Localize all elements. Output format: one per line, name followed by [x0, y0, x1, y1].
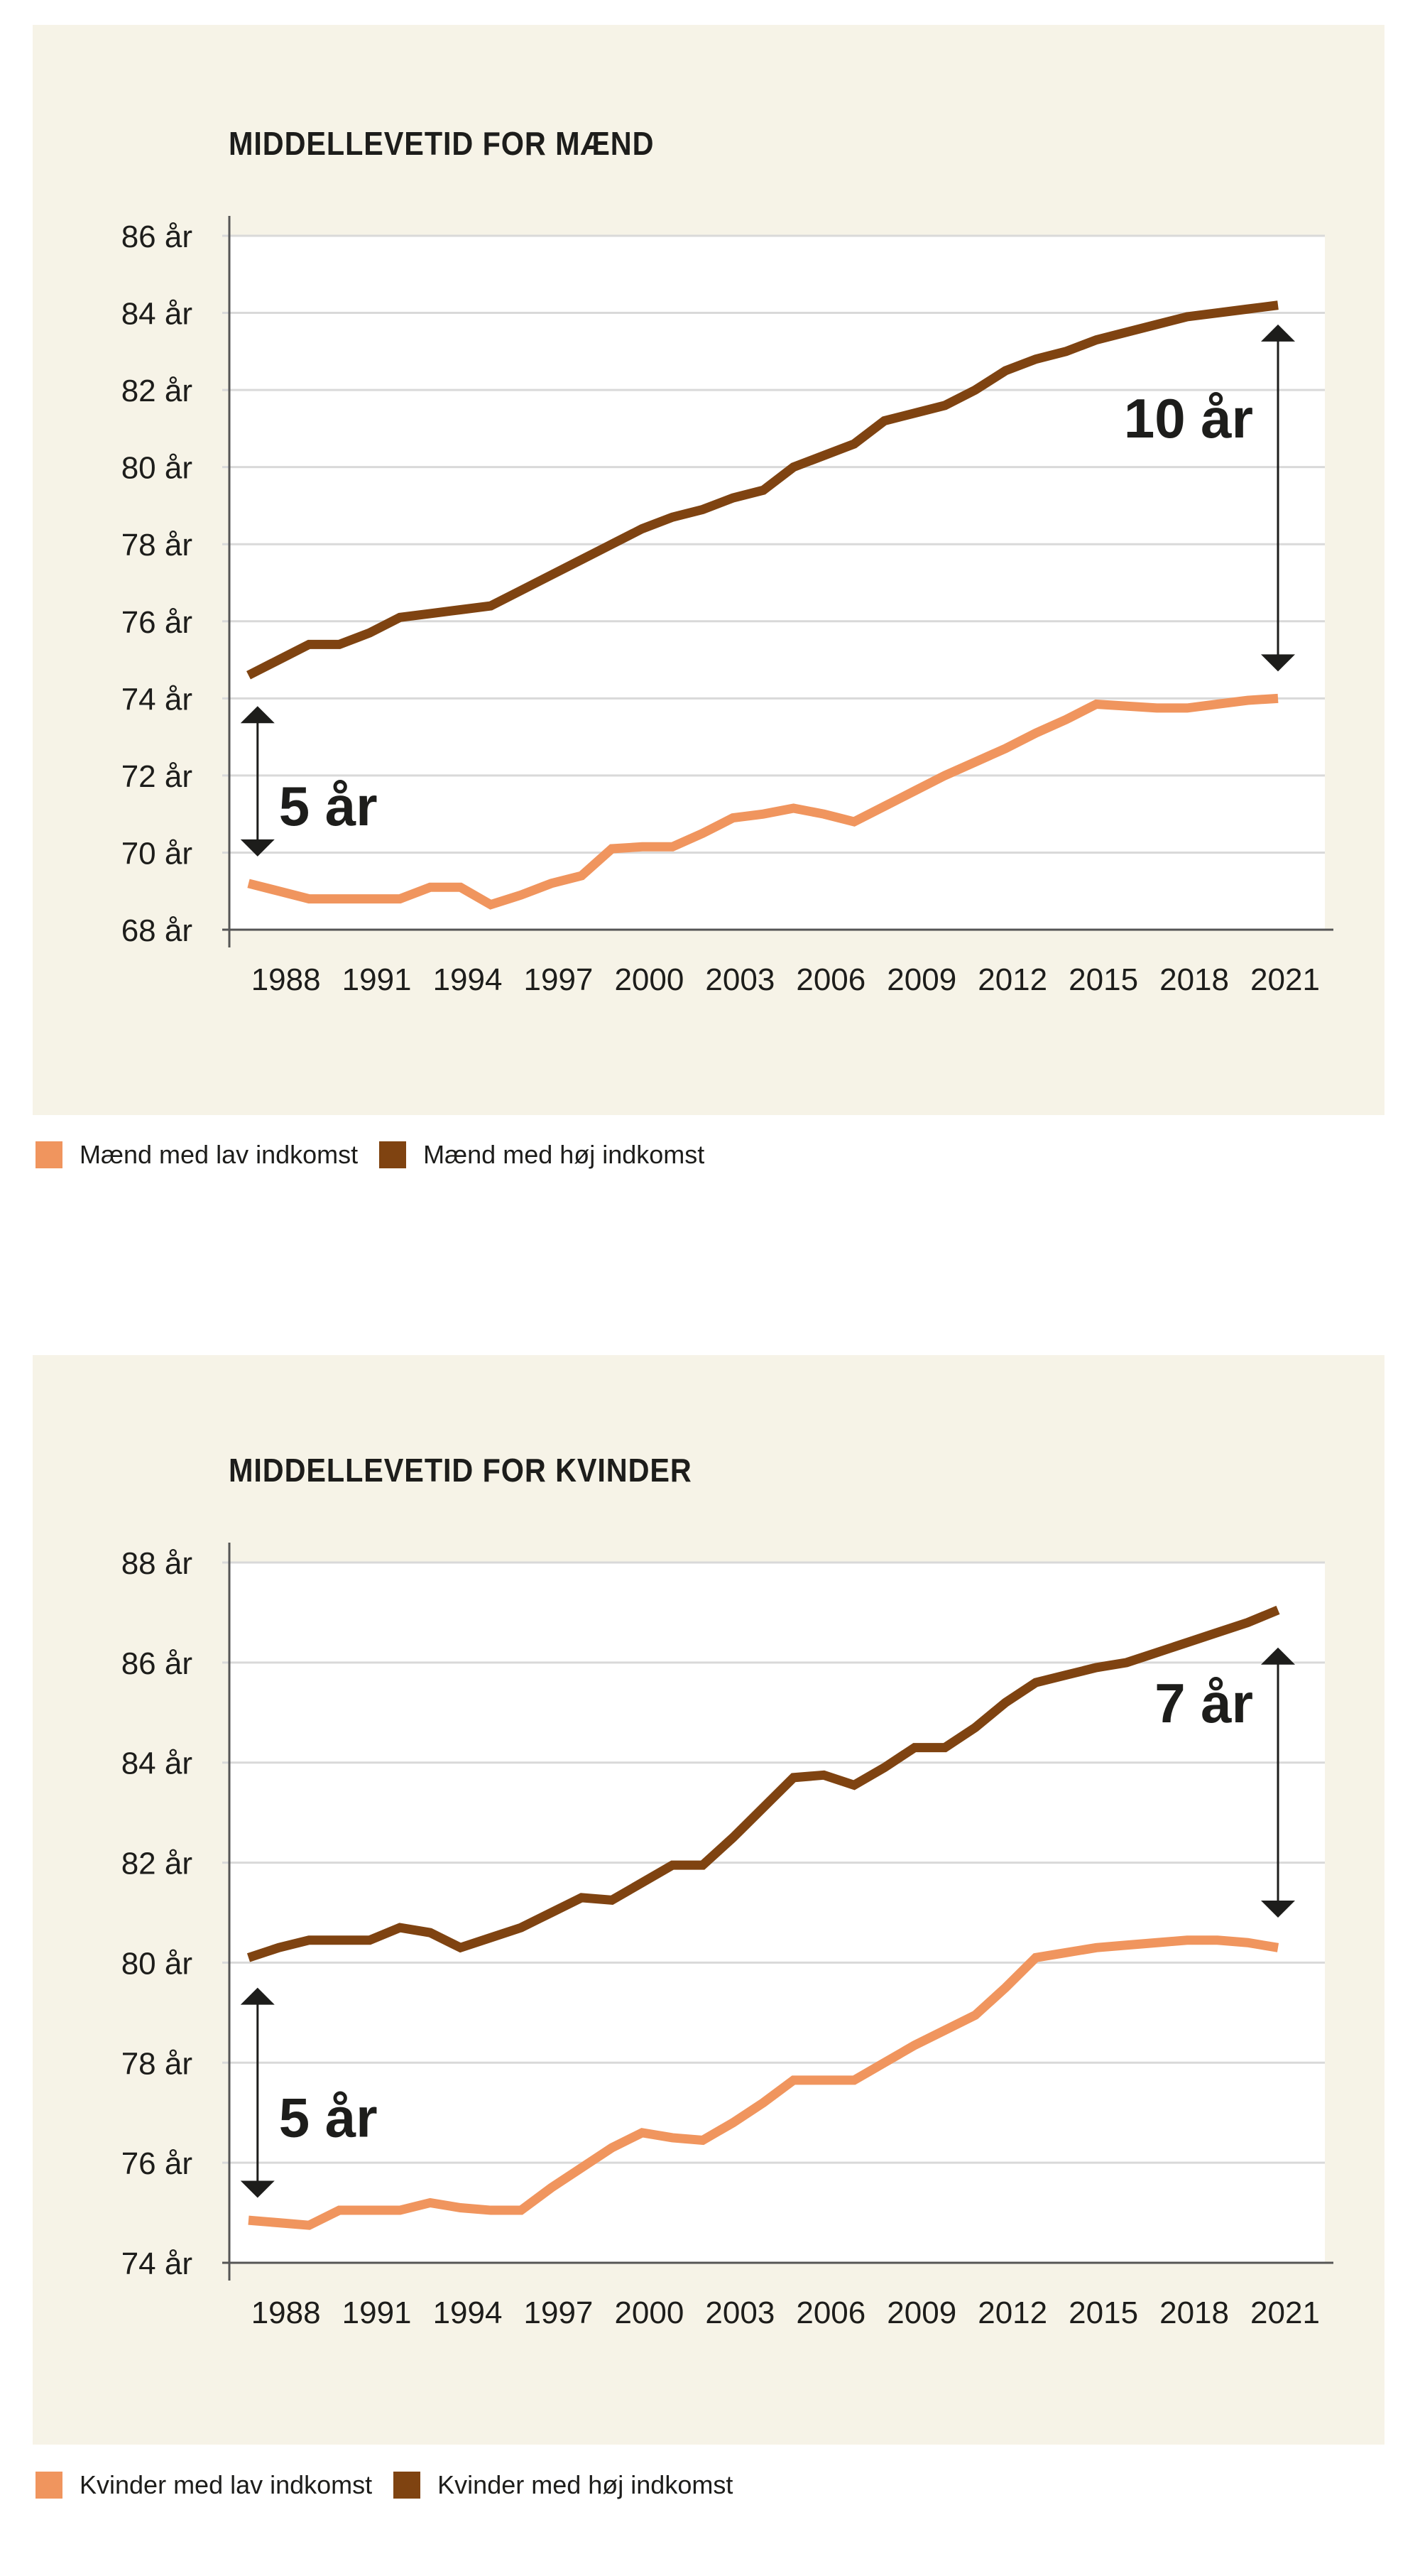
x-tick-label: 1988 — [251, 962, 321, 997]
x-tick-label: 2018 — [1159, 962, 1229, 997]
arrow-up-icon — [240, 1987, 275, 2005]
legend-item-high: Kvinder med høj indkomst — [393, 2470, 733, 2500]
arrow-up-icon — [1261, 1647, 1295, 1665]
legend-swatch-low — [36, 2472, 62, 2499]
x-tick-label: 2012 — [978, 2295, 1047, 2330]
y-tick-label: 88 år — [121, 1546, 192, 1581]
y-tick-label: 76 år — [121, 605, 192, 640]
x-tick-label: 2018 — [1159, 2295, 1229, 2330]
y-tick-label: 72 år — [121, 759, 192, 794]
legend-swatch-high — [393, 2472, 421, 2499]
legend-label: Kvinder med høj indkomst — [437, 2470, 733, 2499]
x-tick-label: 2012 — [978, 962, 1047, 997]
x-tick-label: 2021 — [1250, 962, 1320, 997]
arrow-down-icon — [1261, 1901, 1295, 1918]
series-line-low-income — [248, 1935, 1279, 2230]
x-tick-label: 1991 — [342, 2295, 412, 2330]
x-tick-label: 1988 — [251, 2295, 321, 2330]
x-tick-label: 2006 — [796, 962, 865, 997]
x-tick-label: 2009 — [887, 962, 956, 997]
line-chart: 74 år 76 år 78 år 80 år 82 år 84 år 86 år 88 år… — [121, 1543, 1333, 2330]
plot-area — [229, 236, 1325, 930]
y-tick-label: 80 år — [121, 451, 192, 486]
y-tick-label: 82 år — [121, 1847, 192, 1881]
y-tick-label: 86 år — [121, 219, 192, 254]
x-tick-label: 2015 — [1069, 2295, 1138, 2330]
legend-swatch-low — [36, 1141, 62, 1168]
legend-label: Mænd med høj indkomst — [423, 1140, 705, 1169]
chart-panel-women: MIDDELLEVETID FOR KVINDER 74 år 76 år 78 å… — [33, 1355, 1384, 2445]
legend-item-high: Mænd med høj indkomst — [379, 1140, 704, 1170]
legend-swatch-high — [379, 1141, 407, 1168]
x-tick-label: 2000 — [614, 962, 684, 997]
x-tick-label: 2000 — [614, 2295, 684, 2330]
line-chart: 68 år 70 år 72 år 74 år 76 år 78 år 80 år 82 år… — [121, 216, 1333, 997]
y-tick-label: 82 år — [121, 374, 192, 408]
x-tick-label: 2015 — [1069, 962, 1138, 997]
legend-item-low: Mænd med lav indkomst — [36, 1140, 358, 1170]
x-tick-label: 1991 — [342, 962, 412, 997]
arrow-down-icon — [240, 839, 275, 857]
y-tick-label: 68 år — [121, 913, 192, 948]
y-tick-label: 70 år — [121, 836, 192, 871]
legend-label: Kvinder med lav indkomst — [80, 2470, 373, 2499]
x-tick-label: 2009 — [887, 2295, 956, 2330]
gap-annotation: 10 år — [1124, 387, 1253, 450]
x-tick-label: 1997 — [524, 2295, 594, 2330]
y-tick-label: 78 år — [121, 2046, 192, 2081]
arrow-up-icon — [240, 706, 275, 724]
x-tick-label: 2021 — [1250, 2295, 1320, 2330]
y-tick-label: 86 år — [121, 1646, 192, 1681]
y-tick-label: 84 år — [121, 1746, 192, 1781]
gap-annotation: 5 år — [279, 775, 378, 837]
x-tick-label: 1994 — [433, 2295, 503, 2330]
x-tick-label: 1994 — [433, 962, 503, 997]
x-tick-label: 2006 — [796, 2295, 865, 2330]
arrow-down-icon — [1261, 654, 1295, 672]
gap-annotation: 5 år — [279, 2087, 378, 2149]
y-tick-label: 74 år — [121, 682, 192, 717]
legend-item-low: Kvinder med lav indkomst — [36, 2470, 372, 2500]
y-tick-label: 84 år — [121, 297, 192, 332]
y-tick-label: 80 år — [121, 1946, 192, 1981]
series-line-low-income — [247, 693, 1279, 910]
chart-panel-men: MIDDELLEVETID FOR MÆND 68 år 70 år 72 år 74… — [33, 25, 1384, 1115]
arrow-up-icon — [1261, 324, 1295, 342]
chart-title: MIDDELLEVETID FOR KVINDER — [229, 1452, 692, 1489]
gap-annotation: 7 år — [1154, 1672, 1253, 1734]
legend-women: Kvinder med lav indkomst Kvinder med høj… — [36, 2470, 754, 2500]
x-tick-label: 2003 — [705, 962, 775, 997]
plot-area — [229, 1563, 1325, 2263]
y-tick-label: 76 år — [121, 2146, 192, 2181]
legend-men: Mænd med lav indkomst Mænd med høj indko… — [36, 1140, 726, 1170]
x-tick-label: 1997 — [524, 962, 594, 997]
series-line-high-income — [246, 1605, 1280, 1962]
legend-label: Mænd med lav indkomst — [80, 1140, 359, 1169]
y-tick-label: 74 år — [121, 2246, 192, 2281]
series-line-high-income — [246, 300, 1279, 680]
arrow-down-icon — [240, 2180, 275, 2198]
x-tick-label: 2003 — [705, 2295, 775, 2330]
y-tick-label: 78 år — [121, 528, 192, 563]
chart-title: MIDDELLEVETID FOR MÆND — [229, 125, 655, 162]
